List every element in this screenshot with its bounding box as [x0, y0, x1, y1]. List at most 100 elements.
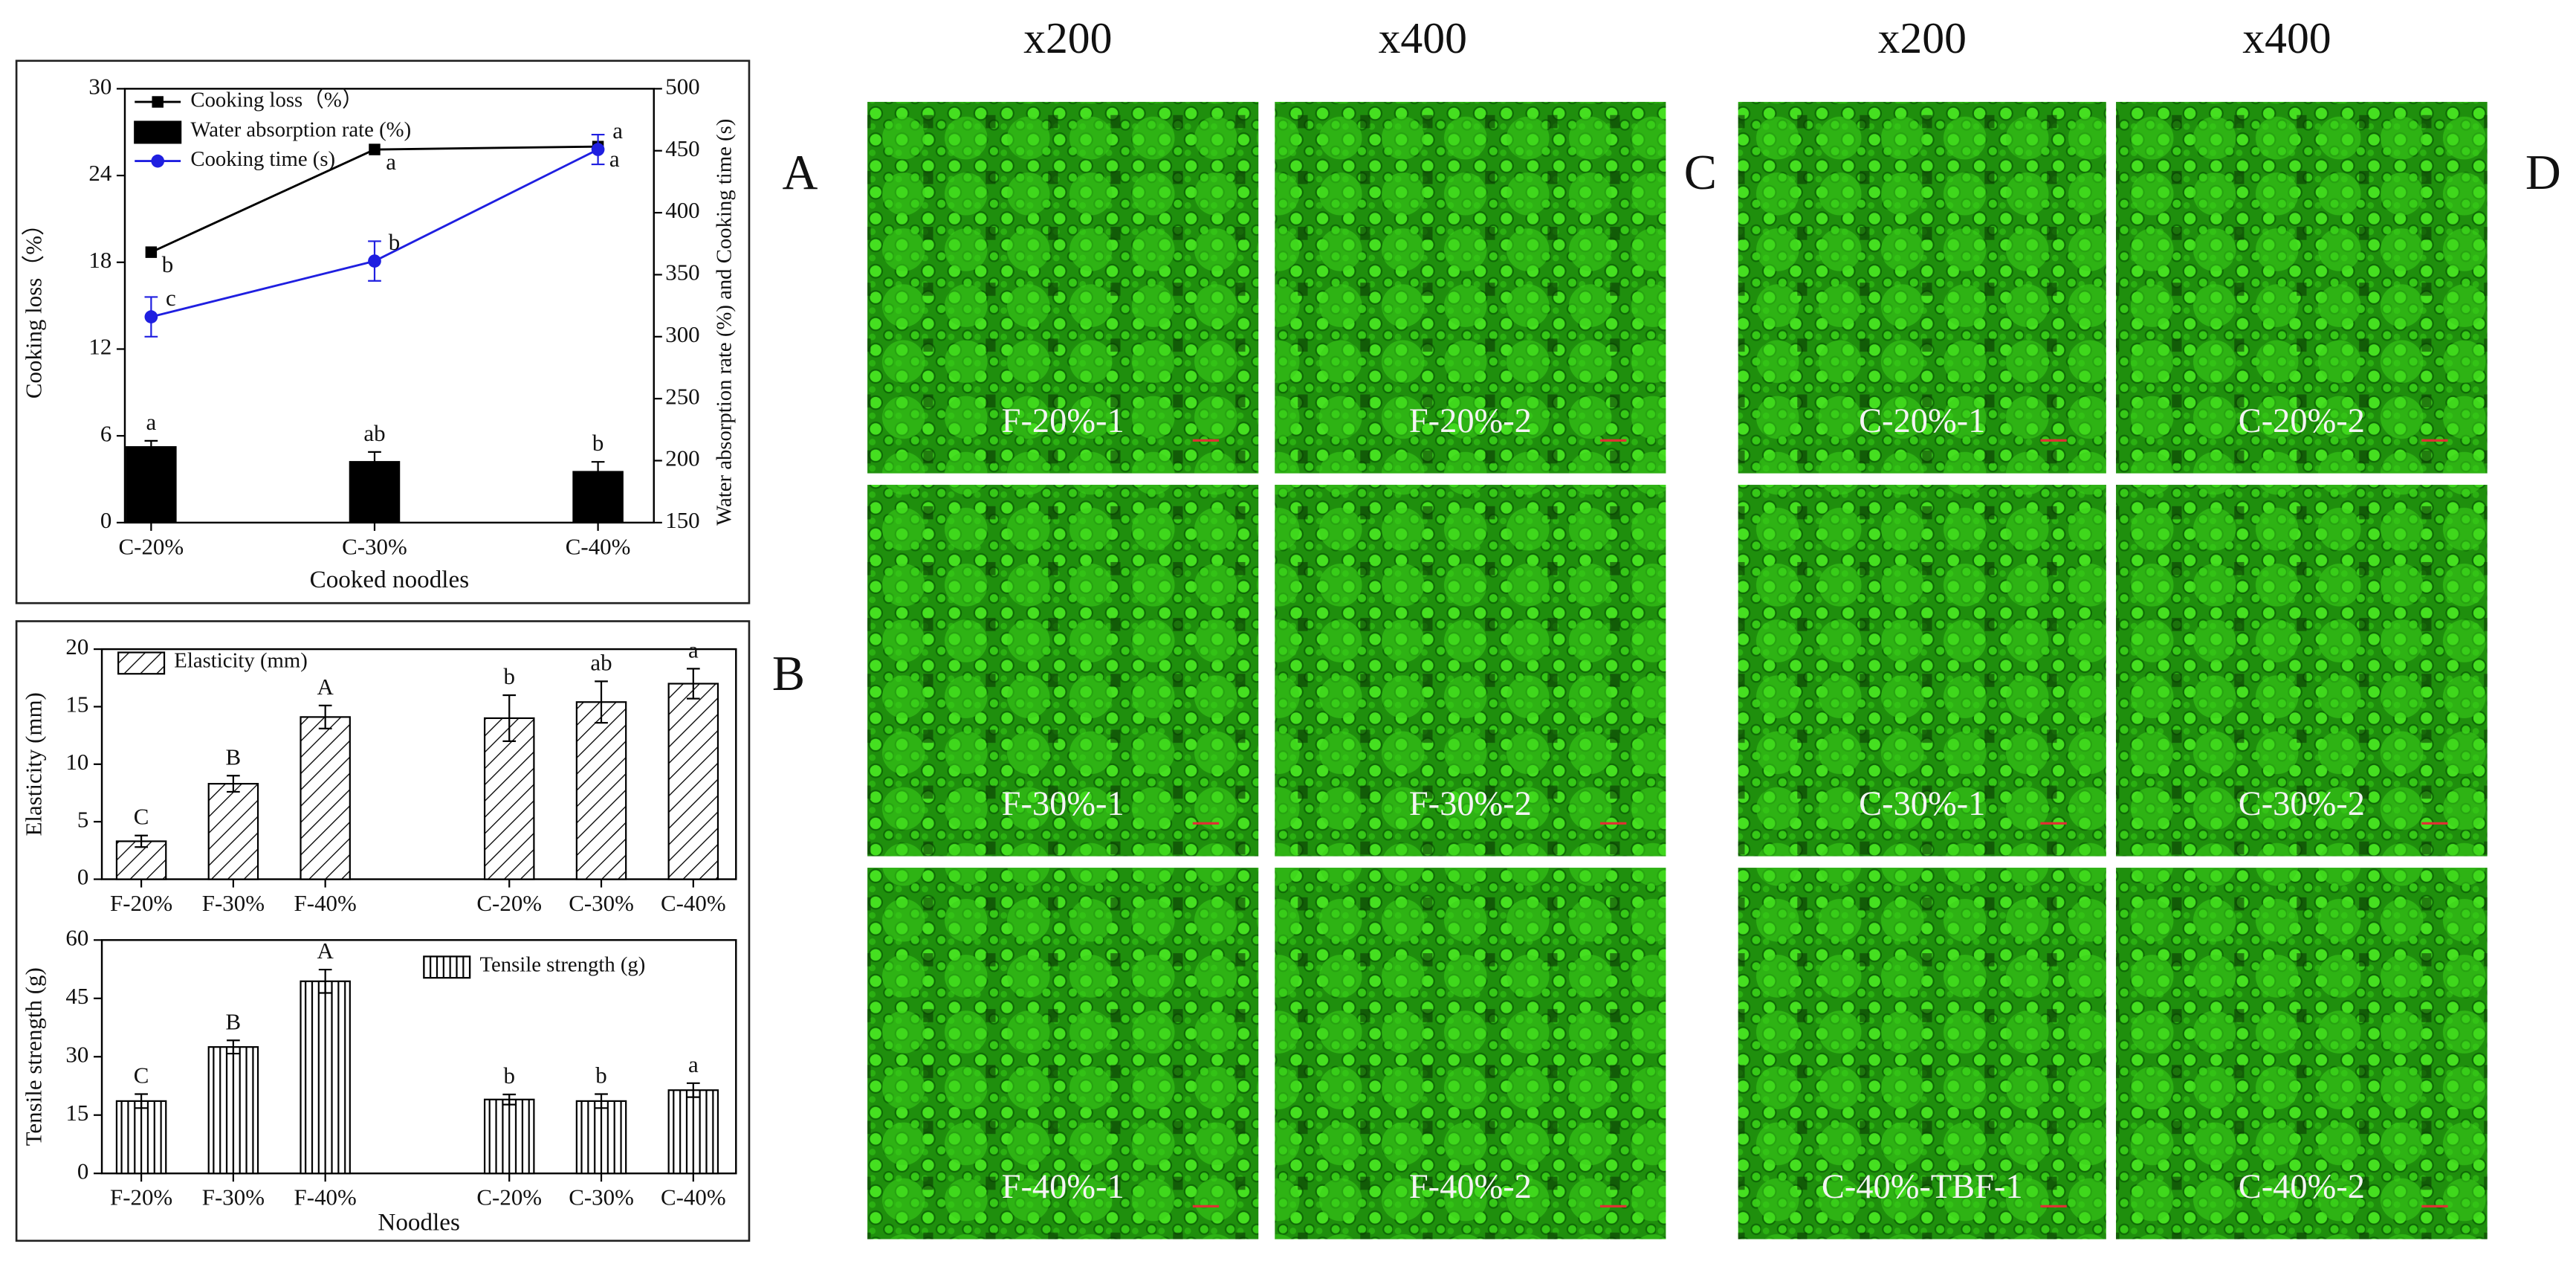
- bar: [300, 716, 351, 880]
- bar: [300, 980, 351, 1175]
- micrograph-label: C-40%-TBF-1: [1822, 1168, 2023, 1206]
- x-tick-label: C-20%: [476, 890, 542, 916]
- legend-label: Cooking loss（%）: [190, 88, 363, 112]
- y-tick-label: 6: [100, 420, 111, 446]
- micrograph-texture: [1275, 102, 1666, 474]
- error-bar: [368, 451, 381, 473]
- micrograph-texture: [1275, 868, 1666, 1239]
- y-tick-label: 12: [88, 334, 111, 360]
- error-bar: [227, 775, 240, 793]
- error-bar: [135, 834, 148, 848]
- significance-letter: ab: [590, 649, 612, 675]
- significance-letter: a: [386, 149, 396, 175]
- y2-tick-label: 350: [665, 259, 699, 286]
- y2-tick-label: 500: [665, 73, 699, 99]
- panel-letter: A: [783, 146, 818, 200]
- significance-letter: b: [592, 430, 603, 456]
- micrograph-label: C-30%-2: [2239, 785, 2365, 823]
- micrograph-texture: [1738, 485, 2106, 857]
- significance-letter: ab: [363, 420, 385, 446]
- micrograph-label: F-20%-2: [1409, 402, 1532, 440]
- micrograph-label: C-20%-2: [2239, 402, 2365, 440]
- bar: [115, 1100, 167, 1175]
- micrograph-texture: [867, 485, 1259, 857]
- error-bar: [686, 668, 700, 700]
- panel-letter: B: [772, 647, 805, 701]
- bar: [483, 1098, 535, 1175]
- panel-letter: D: [2525, 146, 2561, 200]
- y-tick-label: 30: [88, 73, 111, 99]
- x-tick-label: F-30%: [202, 890, 265, 916]
- error-bar: [502, 694, 517, 742]
- x-tick-label: C-30%: [569, 890, 634, 916]
- bar: [207, 783, 259, 880]
- micrograph-label: F-40%-1: [1002, 1168, 1124, 1206]
- micrograph-label: C-30%-1: [1859, 785, 1985, 823]
- significance-letter: A: [317, 938, 334, 964]
- y-tick-label: 0: [77, 864, 88, 890]
- error-bar: [318, 968, 332, 994]
- x-tick-label: F-40%: [294, 1184, 357, 1210]
- column-header: x200: [1878, 13, 1967, 62]
- significance-letter: c: [166, 285, 176, 311]
- bar: [483, 717, 535, 880]
- error-bar: [227, 1039, 240, 1055]
- x-tick-label: C-40%: [661, 890, 726, 916]
- significance-letter: b: [162, 251, 173, 277]
- bar: [575, 1100, 627, 1175]
- bar: [575, 701, 627, 880]
- significance-letter: C: [134, 1062, 149, 1088]
- y-tick-label: 24: [88, 160, 111, 186]
- error-bar: [686, 1082, 700, 1098]
- y-tick-label: 20: [65, 633, 88, 659]
- error-bar: [135, 1093, 148, 1109]
- legend-label: Cooking time (s): [190, 147, 335, 171]
- marker: [591, 143, 605, 156]
- x-tick-label: F-20%: [110, 1184, 172, 1210]
- significance-letter: A: [317, 674, 334, 700]
- micrograph-label: C-20%-1: [1859, 402, 1985, 440]
- error-bar: [595, 680, 608, 724]
- y2-tick-label: 200: [665, 445, 699, 471]
- error-bar: [595, 1093, 608, 1109]
- micrograph-label: F-30%-2: [1409, 785, 1532, 823]
- marker: [369, 143, 381, 155]
- y-tick-label: 15: [65, 691, 88, 717]
- error-bar: [502, 1093, 517, 1106]
- legend-label: Water absorption rate (%): [190, 117, 411, 141]
- column-header: x200: [1023, 13, 1112, 62]
- error-bar: [591, 461, 605, 483]
- error-bar: [144, 439, 158, 454]
- legend-label: Tensile strength (g): [479, 952, 645, 976]
- x-axis-title: Noodles: [378, 1208, 459, 1236]
- significance-letter: B: [226, 1008, 242, 1034]
- y2-tick-label: 450: [665, 135, 699, 161]
- y-tick-label: 0: [77, 1158, 88, 1184]
- y-tick-label: 5: [77, 806, 88, 832]
- bar: [667, 683, 719, 880]
- plot-frame: [100, 648, 737, 880]
- column-header: x400: [1379, 13, 1467, 62]
- y-axis-title: Tensile strength (g): [21, 967, 47, 1146]
- y-tick-label: 0: [100, 507, 111, 533]
- significance-letter: a: [688, 636, 699, 662]
- panel-frame: [15, 59, 751, 604]
- significance-letter: a: [146, 409, 156, 435]
- y-tick-label: 15: [65, 1100, 88, 1126]
- x-tick-label: C-40%: [661, 1184, 726, 1210]
- y2-tick-label: 150: [665, 507, 699, 533]
- panel-letter: C: [1684, 146, 1717, 200]
- x-tick-label: F-30%: [202, 1184, 265, 1210]
- micrograph-texture: [2116, 485, 2488, 857]
- bar: [126, 446, 177, 523]
- micrograph-label: F-30%-1: [1002, 785, 1124, 823]
- panel-frame: [15, 620, 751, 1242]
- significance-letter: B: [226, 744, 242, 770]
- x-axis-title: Cooked noodles: [310, 566, 469, 593]
- x-tick-label: C-20%: [476, 1184, 542, 1210]
- y-tick-label: 45: [65, 983, 88, 1009]
- marker: [145, 246, 158, 258]
- micrograph-label: C-40%-2: [2239, 1168, 2365, 1206]
- significance-letter: b: [504, 1062, 515, 1089]
